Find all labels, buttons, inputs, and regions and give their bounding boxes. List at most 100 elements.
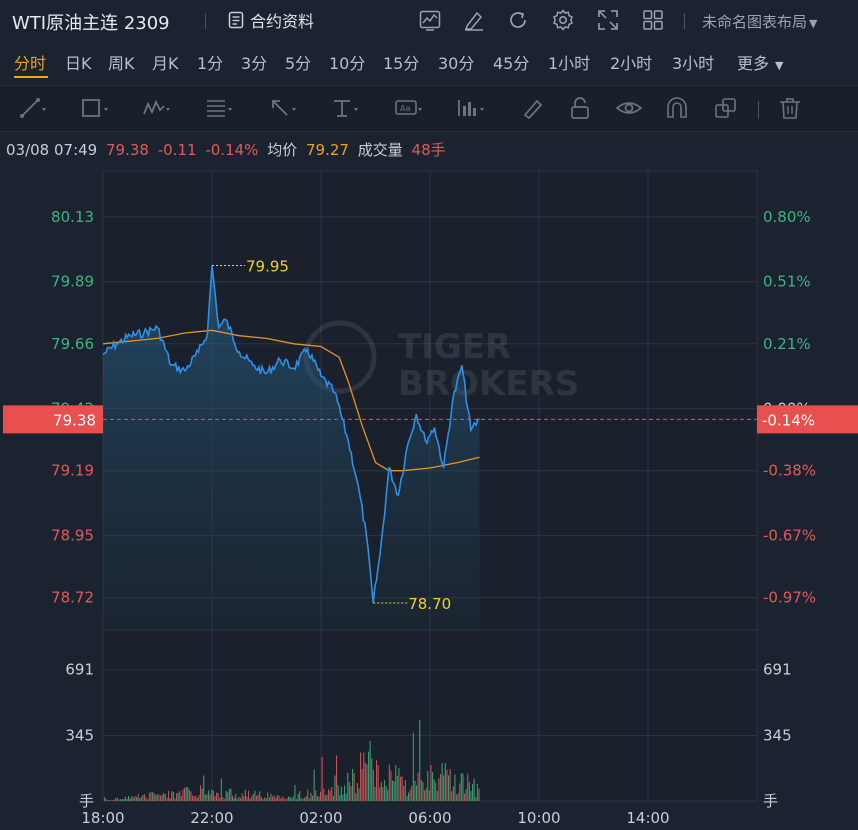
fullscreen-icon[interactable]: [596, 8, 620, 32]
volume-bar: [435, 782, 437, 801]
tab-1hour[interactable]: 1小时: [548, 54, 591, 73]
x-tick-label: 10:00: [517, 809, 560, 827]
magnet-icon[interactable]: [662, 96, 692, 120]
text-tool-icon[interactable]: [330, 96, 360, 120]
tab-10min[interactable]: 10分: [329, 54, 366, 73]
volume-bar: [302, 798, 304, 801]
tab-30min[interactable]: 30分: [438, 54, 475, 73]
volume-bar: [179, 791, 181, 801]
volume-bar: [376, 760, 378, 801]
x-tick-label: 22:00: [190, 809, 233, 827]
fib-tool-icon[interactable]: [204, 96, 234, 120]
tab-15min[interactable]: 15分: [383, 54, 420, 73]
volume-unit-left: 手: [79, 792, 94, 810]
volume-bar: [296, 799, 298, 801]
volume-bar: [364, 762, 366, 801]
volume-bar: [252, 793, 254, 801]
volume-bar: [203, 775, 205, 801]
chart-type-icon[interactable]: [418, 8, 442, 32]
volume-bar: [180, 796, 182, 801]
line-tool-icon[interactable]: [18, 96, 48, 120]
tab-45min[interactable]: 45分: [493, 54, 530, 73]
label-tool-icon[interactable]: Aa: [394, 96, 424, 120]
volume-bar: [324, 795, 326, 801]
y-tick-label-left: 79.89: [51, 273, 94, 291]
intraday-chart[interactable]: TIGER BROKERS 79.95 78.70 18:00 22:00 02:00…: [0, 165, 858, 830]
trash-icon[interactable]: [775, 96, 805, 120]
tab-3min[interactable]: 3分: [241, 54, 268, 73]
volume-bar: [347, 772, 349, 801]
contract-info-button[interactable]: 合约资料: [228, 9, 314, 31]
volume-bar: [465, 789, 467, 801]
volume-bar: [251, 795, 253, 801]
rectangle-tool-icon[interactable]: [80, 96, 110, 120]
tab-5min[interactable]: 5分: [285, 54, 312, 73]
volume-bar: [385, 786, 387, 801]
wave-tool-icon[interactable]: [142, 96, 172, 120]
volume-bar: [348, 782, 350, 801]
volume-bar: [124, 796, 126, 801]
volume-bar: [174, 798, 176, 801]
volume-bar: [190, 791, 192, 801]
grid-layout-icon[interactable]: [641, 8, 665, 32]
volume-bar: [230, 788, 232, 801]
volume-bar: [356, 783, 358, 801]
tab-2hour[interactable]: 2小时: [610, 54, 653, 73]
volume-bar: [444, 763, 446, 801]
volume-bar: [315, 790, 317, 801]
volume-bar: [392, 780, 394, 801]
volume-bar: [160, 795, 162, 801]
volume-bar: [256, 795, 258, 801]
volume-bar: [299, 791, 301, 801]
volume-bar: [120, 799, 122, 801]
more-label: 更多: [737, 54, 770, 73]
volume-bar: [283, 797, 285, 801]
measure-tool-icon[interactable]: [456, 96, 486, 120]
volume-bar: [246, 796, 248, 801]
volume-bar: [272, 796, 274, 801]
arrow-tool-icon[interactable]: [268, 96, 298, 120]
tab-weekly-k[interactable]: 周K: [108, 54, 135, 73]
volume-bar: [216, 792, 218, 801]
caret-down-icon: ▼: [775, 59, 784, 72]
volume-bar: [217, 792, 219, 801]
volume-bar: [281, 796, 283, 801]
y-tick-label-right: -0.67%: [763, 527, 816, 545]
volume-bar: [321, 756, 323, 801]
volume-bar: [132, 797, 134, 801]
tab-more[interactable]: 更多 ▼: [737, 50, 783, 74]
volume-bar: [387, 789, 389, 801]
volume-bar: [236, 798, 238, 801]
clone-icon[interactable]: [712, 96, 742, 120]
layout-select[interactable]: 未命名图表布局 ▼: [702, 11, 817, 32]
y-tick-label-right: 0.21%: [763, 335, 811, 353]
volume-bar: [214, 796, 216, 801]
volume-bar: [305, 796, 307, 801]
volume-bar: [425, 788, 427, 801]
tab-daily-k[interactable]: 日K: [65, 54, 92, 73]
volume-bar: [382, 787, 384, 801]
volume-bar: [182, 789, 184, 801]
volume-bar: [185, 786, 187, 801]
volume-bar: [155, 795, 157, 801]
volume-bar: [459, 783, 461, 801]
volume-bar: [340, 786, 342, 801]
pen-icon[interactable]: [520, 96, 550, 120]
tab-1min[interactable]: 1分: [197, 54, 224, 73]
eye-icon[interactable]: [614, 96, 644, 120]
draw-icon[interactable]: [462, 8, 486, 32]
instrument-title[interactable]: WTI原油主连 2309: [12, 13, 170, 34]
volume-bar: [211, 789, 213, 801]
tab-3hour[interactable]: 3小时: [672, 54, 715, 73]
volume-bar: [196, 797, 198, 801]
lock-icon[interactable]: [566, 96, 596, 120]
volume-bar: [273, 795, 275, 801]
tab-timeshare[interactable]: 分时: [14, 54, 47, 73]
volume-bar: [360, 752, 362, 801]
settings-icon[interactable]: [551, 8, 575, 32]
toolbar-divider: [758, 101, 759, 119]
refresh-icon[interactable]: [506, 8, 530, 32]
avg-price-line: [102, 329, 480, 472]
volume-bar: [297, 794, 299, 801]
tab-monthly-k[interactable]: 月K: [152, 54, 179, 73]
